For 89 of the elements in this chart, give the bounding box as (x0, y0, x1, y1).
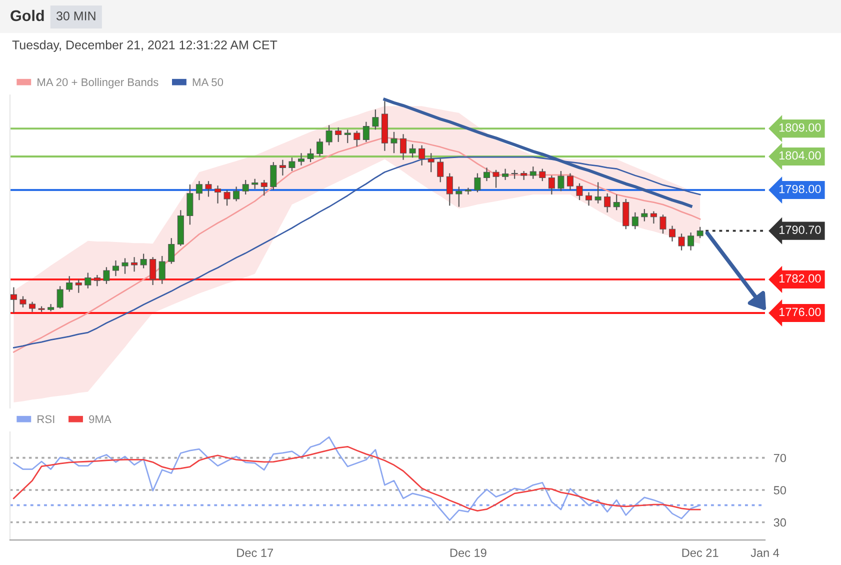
candlestick (641, 208, 648, 222)
candlestick (483, 167, 490, 182)
candlestick (548, 174, 555, 196)
candlestick (539, 168, 546, 182)
candlestick (409, 144, 416, 158)
candlestick (205, 180, 212, 198)
candlestick (307, 148, 314, 163)
x-tick-label: Dec 21 (682, 548, 718, 558)
ref-line-label: 1782.00 (779, 274, 821, 283)
candlestick (75, 278, 82, 294)
legend-label: 9MA (89, 415, 112, 424)
candlestick (474, 172, 481, 193)
candlestick (669, 225, 676, 242)
candlestick (502, 168, 509, 181)
candlestick (122, 258, 128, 274)
legend-label: MA 20 + Bollinger Bands (38, 78, 158, 88)
y-tick-label: 50 (774, 486, 786, 494)
candlestick (29, 301, 36, 312)
text: Tuesday, December 21, 2021 12:31:22 AM CET (12, 40, 278, 52)
candlestick (224, 189, 230, 206)
candlestick (650, 210, 657, 224)
candlestick (530, 166, 536, 180)
candlestick (84, 272, 92, 289)
candlestick (400, 134, 407, 160)
candlestick (558, 170, 564, 192)
candlestick (252, 178, 258, 190)
ref-line-label: 1776.00 (779, 308, 821, 316)
legend-label: RSI (38, 415, 54, 424)
candlestick (316, 138, 324, 158)
candlestick (566, 172, 574, 191)
candlestick (594, 182, 602, 204)
legend-label: MA 50 (192, 78, 224, 86)
candlestick (326, 124, 332, 146)
candlestick (56, 286, 64, 310)
candlestick (335, 126, 342, 143)
ref-line-label: 1790.70 (779, 226, 821, 234)
candlestick (354, 130, 360, 147)
candlestick (140, 253, 147, 269)
candlestick (660, 214, 666, 234)
line-series (13, 446, 701, 512)
candlestick (613, 194, 620, 211)
y-tick-label: 30 (774, 518, 786, 527)
candlestick (103, 266, 110, 284)
candlestick (586, 192, 592, 206)
ref-line-label: 1798.00 (779, 184, 821, 194)
candlestick (456, 186, 462, 208)
candlestick (678, 233, 685, 251)
chart-subtitle: 30 MIN (56, 12, 96, 20)
candlestick (196, 180, 202, 201)
candlestick (298, 152, 304, 166)
candlestick (604, 192, 611, 213)
candlestick (372, 108, 379, 130)
candlestick (158, 255, 166, 284)
candlestick (576, 182, 583, 201)
candlestick (233, 186, 240, 202)
candlestick (492, 169, 500, 188)
candlestick (696, 226, 704, 239)
x-tick-label: Dec 17 (237, 548, 273, 558)
candlestick (242, 179, 249, 196)
candlestick (270, 162, 277, 191)
candlestick (362, 121, 370, 143)
candlestick (66, 276, 73, 292)
chart-title: Gold (10, 10, 44, 22)
candlestick (150, 256, 156, 286)
candlestick (632, 212, 638, 230)
candlestick (418, 144, 426, 166)
candlestick (131, 256, 138, 272)
candlestick (446, 172, 453, 206)
x-tick-label: Jan 4 (750, 548, 780, 558)
candlestick (428, 152, 434, 173)
candlestick (20, 296, 26, 308)
candlestick (260, 179, 268, 196)
candlestick (10, 286, 17, 314)
ref-line-label: 1809.00 (779, 123, 821, 132)
candlestick (186, 184, 194, 226)
candlestick (688, 232, 694, 251)
candlestick (279, 159, 286, 176)
candlestick (622, 198, 630, 230)
candlestick (390, 131, 398, 154)
y-tick-label: 70 (774, 454, 786, 462)
candlestick (288, 157, 296, 172)
candlestick (437, 158, 444, 183)
candlestick (112, 260, 119, 277)
ref-line-label: 1804.00 (779, 151, 821, 160)
candlestick (168, 238, 175, 264)
candlestick (344, 129, 351, 144)
x-tick-label: Dec 19 (450, 548, 486, 558)
candlestick (94, 274, 100, 287)
candlestick (214, 184, 222, 204)
